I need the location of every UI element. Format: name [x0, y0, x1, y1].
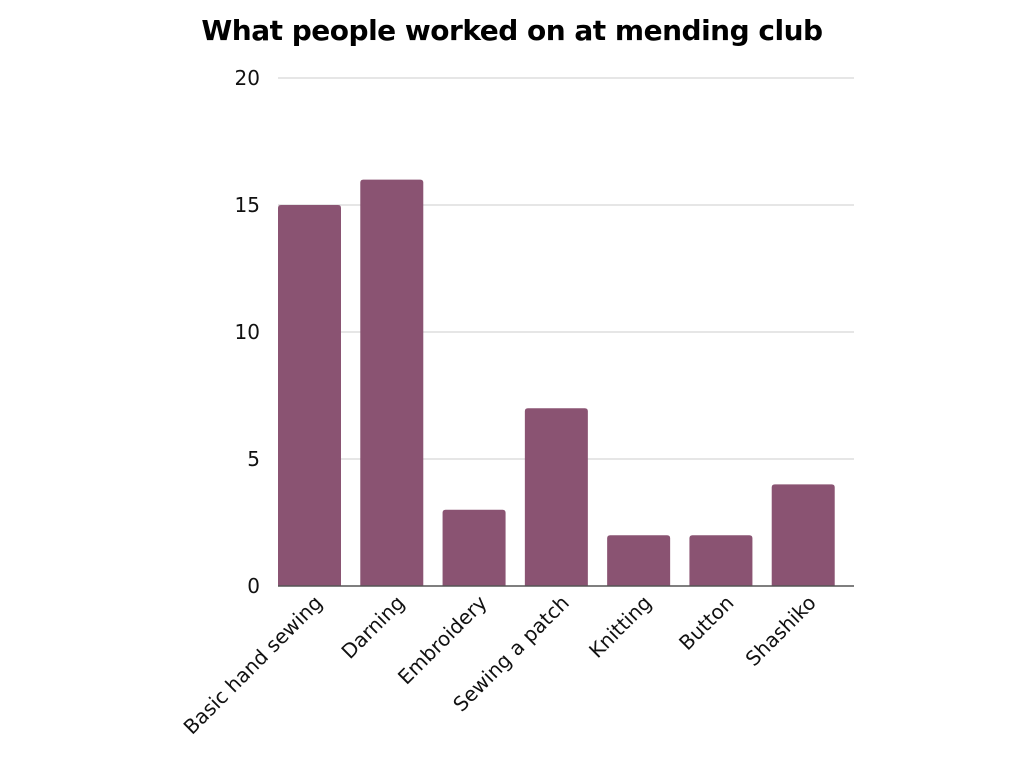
bar [442, 509, 506, 586]
x-tick-label: Shashiko [741, 591, 821, 671]
y-tick-label: 0 [247, 574, 260, 598]
x-axis-ticks: Basic hand sewing DarningEmbroiderySewing… [179, 590, 821, 739]
bar [360, 179, 424, 586]
y-tick-label: 20 [235, 66, 260, 90]
x-tick-label: Button [674, 591, 738, 655]
bar [689, 535, 753, 586]
bar [278, 205, 341, 586]
y-tick-label: 10 [235, 320, 260, 344]
x-tick-label: Basic hand sewing [179, 591, 327, 739]
chart-title: What people worked on at mending club [201, 14, 823, 47]
bar [771, 484, 835, 586]
bar [607, 535, 671, 586]
x-tick-label: Knitting [584, 591, 656, 663]
bar [524, 408, 588, 586]
bars [278, 179, 835, 586]
y-axis-ticks: 0 5 10 15 20 [235, 66, 260, 598]
y-tick-label: 5 [247, 447, 260, 471]
x-tick-label: Darning [336, 591, 409, 664]
y-tick-label: 15 [235, 193, 260, 217]
